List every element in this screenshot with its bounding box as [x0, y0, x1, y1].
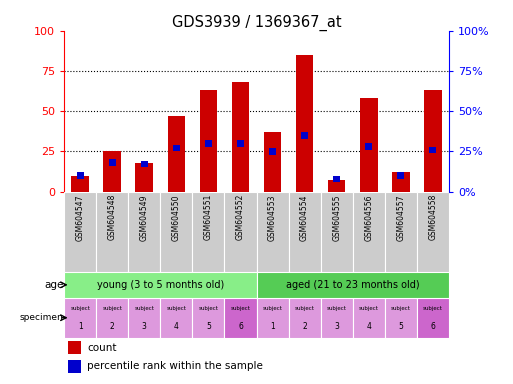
- Text: GSM604554: GSM604554: [300, 194, 309, 240]
- Bar: [385, 298, 417, 338]
- Bar: [173, 145, 180, 151]
- Text: subject: subject: [294, 306, 314, 311]
- Text: GSM604550: GSM604550: [172, 194, 181, 240]
- Bar: [225, 298, 256, 338]
- Text: 5: 5: [206, 322, 211, 331]
- Bar: [200, 90, 217, 192]
- Text: 6: 6: [238, 322, 243, 331]
- Bar: [296, 55, 313, 192]
- Text: percentile rank within the sample: percentile rank within the sample: [87, 361, 263, 371]
- Text: subject: subject: [359, 306, 379, 311]
- Bar: [237, 140, 244, 147]
- Text: GSM604556: GSM604556: [364, 194, 373, 240]
- Bar: [333, 175, 340, 182]
- Bar: [168, 116, 185, 192]
- Bar: [256, 192, 288, 272]
- Text: GSM604557: GSM604557: [396, 194, 405, 240]
- Bar: [392, 172, 409, 192]
- Text: 2: 2: [110, 322, 114, 331]
- Bar: [424, 90, 442, 192]
- Text: 4: 4: [174, 322, 179, 331]
- Text: subject: subject: [199, 306, 219, 311]
- Text: GSM604547: GSM604547: [75, 194, 85, 240]
- Bar: [417, 298, 449, 338]
- Text: GSM604551: GSM604551: [204, 194, 213, 240]
- Bar: [417, 192, 449, 272]
- Text: 1: 1: [270, 322, 275, 331]
- Bar: [160, 298, 192, 338]
- Bar: [269, 148, 276, 155]
- Text: GSM604553: GSM604553: [268, 194, 277, 240]
- Text: 3: 3: [334, 322, 339, 331]
- Bar: [68, 341, 82, 354]
- Bar: [288, 192, 321, 272]
- Bar: [96, 192, 128, 272]
- Text: subject: subject: [263, 306, 283, 311]
- Bar: [192, 298, 225, 338]
- Bar: [353, 192, 385, 272]
- Bar: [104, 151, 121, 192]
- Text: GSM604548: GSM604548: [108, 194, 117, 240]
- Bar: [71, 175, 89, 192]
- Bar: [135, 163, 153, 192]
- Bar: [328, 180, 345, 192]
- Text: 2: 2: [302, 322, 307, 331]
- Bar: [205, 140, 212, 147]
- Text: 4: 4: [366, 322, 371, 331]
- Bar: [64, 272, 256, 298]
- Text: subject: subject: [230, 306, 250, 311]
- Text: subject: subject: [327, 306, 347, 311]
- Title: GDS3939 / 1369367_at: GDS3939 / 1369367_at: [172, 15, 341, 31]
- Text: 1: 1: [78, 322, 83, 331]
- Bar: [68, 360, 82, 372]
- Text: subject: subject: [70, 306, 90, 311]
- Bar: [301, 132, 308, 139]
- Bar: [256, 272, 449, 298]
- Text: GSM604555: GSM604555: [332, 194, 341, 240]
- Text: GSM604558: GSM604558: [428, 194, 438, 240]
- Bar: [109, 159, 115, 166]
- Bar: [128, 192, 160, 272]
- Text: aged (21 to 23 months old): aged (21 to 23 months old): [286, 280, 420, 290]
- Bar: [288, 298, 321, 338]
- Bar: [264, 132, 281, 192]
- Text: subject: subject: [391, 306, 411, 311]
- Bar: [141, 161, 148, 167]
- Text: 5: 5: [398, 322, 403, 331]
- Bar: [160, 192, 192, 272]
- Bar: [353, 298, 385, 338]
- Text: age: age: [44, 280, 64, 290]
- Bar: [385, 192, 417, 272]
- Bar: [225, 192, 256, 272]
- Text: subject: subject: [423, 306, 443, 311]
- Text: 6: 6: [430, 322, 436, 331]
- Bar: [321, 298, 353, 338]
- Bar: [429, 147, 436, 153]
- Bar: [365, 143, 372, 150]
- Bar: [232, 82, 249, 192]
- Bar: [321, 192, 353, 272]
- Text: subject: subject: [102, 306, 122, 311]
- Text: subject: subject: [166, 306, 186, 311]
- Bar: [96, 298, 128, 338]
- Bar: [192, 192, 225, 272]
- Bar: [77, 172, 84, 179]
- Bar: [360, 98, 378, 192]
- Text: subject: subject: [134, 306, 154, 311]
- Text: 3: 3: [142, 322, 147, 331]
- Text: specimen: specimen: [19, 313, 64, 322]
- Text: GSM604549: GSM604549: [140, 194, 149, 240]
- Text: young (3 to 5 months old): young (3 to 5 months old): [96, 280, 224, 290]
- Bar: [64, 298, 96, 338]
- Text: count: count: [87, 343, 117, 353]
- Text: GSM604552: GSM604552: [236, 194, 245, 240]
- Bar: [256, 298, 288, 338]
- Bar: [398, 172, 404, 179]
- Bar: [64, 192, 96, 272]
- Bar: [128, 298, 160, 338]
